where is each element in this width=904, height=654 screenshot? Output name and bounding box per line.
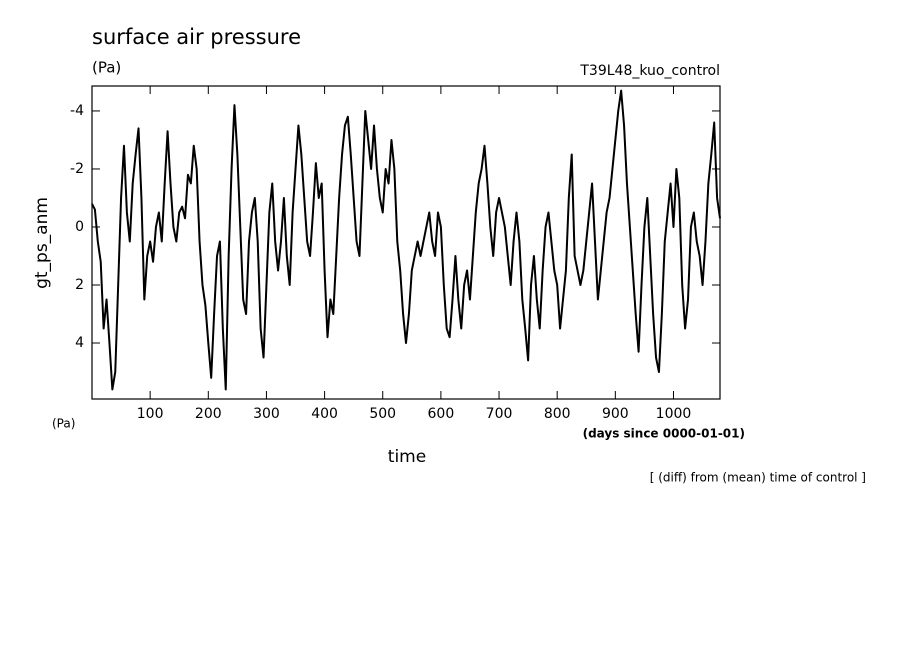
x-tick-label: 100	[137, 406, 164, 422]
y-axis-label: gt_ps_anm	[32, 197, 52, 289]
plot-frame	[91, 85, 721, 400]
x-tick-label: 400	[311, 406, 338, 422]
y-tick-label: -4	[70, 103, 84, 119]
x-units: (days since 0000-01-01)	[583, 427, 745, 441]
x-tick-label: 500	[369, 406, 396, 422]
chart-title: surface air pressure	[92, 25, 301, 49]
x-tick-label: 700	[486, 406, 513, 422]
x-tick-label: 1000	[656, 406, 692, 422]
y-tick-label: 4	[75, 335, 84, 351]
y-tick-label: -2	[70, 161, 84, 177]
experiment: T39L48_kuo_control	[579, 63, 720, 79]
x-tick-label: 800	[544, 406, 571, 422]
note: [ (diff) from (mean) time of control ]	[650, 471, 866, 485]
y-tick-label: 2	[75, 277, 84, 293]
units: (Pa)	[92, 59, 121, 77]
x-tick-label: 300	[253, 406, 280, 422]
data-line	[91, 89, 721, 391]
y-tick-label: 0	[75, 219, 84, 235]
y-units: (Pa)	[52, 417, 75, 431]
x-tick-label: 600	[428, 406, 455, 422]
x-tick-label: 900	[602, 406, 629, 422]
x-axis-label: time	[388, 447, 426, 467]
x-tick-label: 200	[195, 406, 222, 422]
